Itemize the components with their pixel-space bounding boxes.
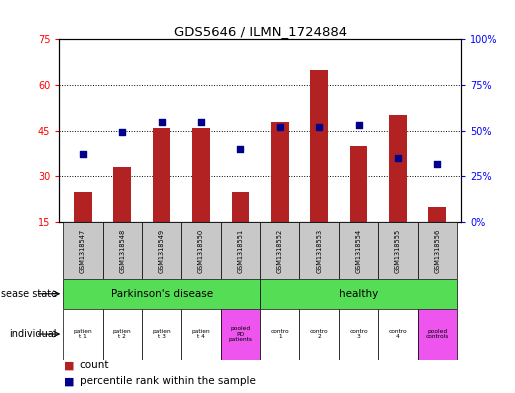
Point bbox=[354, 122, 363, 129]
Bar bbox=[418, 222, 457, 279]
Bar bbox=[260, 222, 299, 279]
Text: individual: individual bbox=[9, 329, 57, 339]
Bar bbox=[232, 191, 249, 222]
Bar bbox=[378, 222, 418, 279]
Bar bbox=[299, 309, 339, 360]
Text: disease state: disease state bbox=[0, 289, 57, 299]
Bar bbox=[428, 207, 446, 222]
Bar bbox=[378, 309, 418, 360]
Text: patien
t 3: patien t 3 bbox=[152, 329, 171, 340]
Bar bbox=[260, 309, 299, 360]
Bar bbox=[339, 309, 378, 360]
Bar bbox=[181, 222, 221, 279]
Bar bbox=[339, 222, 378, 279]
Text: GSM1318550: GSM1318550 bbox=[198, 228, 204, 273]
Bar bbox=[74, 191, 92, 222]
Text: contro
3: contro 3 bbox=[349, 329, 368, 340]
Bar bbox=[102, 309, 142, 360]
Text: ■: ■ bbox=[64, 360, 75, 371]
Text: ■: ■ bbox=[64, 376, 75, 386]
Bar bbox=[142, 309, 181, 360]
Bar bbox=[153, 128, 170, 222]
Point bbox=[315, 124, 323, 130]
Text: contro
4: contro 4 bbox=[389, 329, 407, 340]
Text: Parkinson's disease: Parkinson's disease bbox=[111, 289, 213, 299]
Text: GSM1318549: GSM1318549 bbox=[159, 228, 165, 273]
Point bbox=[394, 155, 402, 161]
Text: contro
2: contro 2 bbox=[310, 329, 329, 340]
Bar bbox=[271, 121, 288, 222]
Text: percentile rank within the sample: percentile rank within the sample bbox=[80, 376, 256, 386]
Point bbox=[197, 118, 205, 125]
Bar bbox=[142, 222, 181, 279]
Text: GSM1318547: GSM1318547 bbox=[80, 228, 86, 273]
Point bbox=[236, 146, 245, 152]
Text: count: count bbox=[80, 360, 109, 371]
Point bbox=[276, 124, 284, 130]
Text: pooled
PD
patients: pooled PD patients bbox=[228, 326, 252, 342]
Bar bbox=[418, 309, 457, 360]
Point bbox=[79, 151, 87, 158]
Bar bbox=[221, 222, 260, 279]
Text: contro
1: contro 1 bbox=[270, 329, 289, 340]
Text: patien
t 4: patien t 4 bbox=[192, 329, 210, 340]
Point bbox=[158, 118, 166, 125]
Text: patien
t 1: patien t 1 bbox=[74, 329, 92, 340]
Bar bbox=[310, 70, 328, 222]
Bar bbox=[181, 309, 221, 360]
Bar bbox=[113, 167, 131, 222]
Bar bbox=[63, 279, 260, 309]
Point bbox=[118, 129, 126, 136]
Text: GSM1318554: GSM1318554 bbox=[355, 228, 362, 273]
Bar bbox=[299, 222, 339, 279]
Text: patien
t 2: patien t 2 bbox=[113, 329, 131, 340]
Point bbox=[433, 160, 441, 167]
Bar bbox=[63, 309, 102, 360]
Bar bbox=[350, 146, 367, 222]
Bar bbox=[63, 222, 102, 279]
Text: GSM1318553: GSM1318553 bbox=[316, 228, 322, 273]
Text: healthy: healthy bbox=[339, 289, 378, 299]
Text: pooled
controls: pooled controls bbox=[425, 329, 449, 340]
Bar bbox=[389, 116, 407, 222]
Text: GSM1318556: GSM1318556 bbox=[434, 228, 440, 273]
Bar bbox=[260, 279, 457, 309]
Text: GSM1318555: GSM1318555 bbox=[395, 228, 401, 273]
Text: GSM1318552: GSM1318552 bbox=[277, 228, 283, 273]
Title: GDS5646 / ILMN_1724884: GDS5646 / ILMN_1724884 bbox=[174, 25, 347, 38]
Bar bbox=[102, 222, 142, 279]
Bar bbox=[192, 128, 210, 222]
Bar bbox=[221, 309, 260, 360]
Text: GSM1318551: GSM1318551 bbox=[237, 228, 244, 273]
Text: GSM1318548: GSM1318548 bbox=[119, 228, 125, 273]
